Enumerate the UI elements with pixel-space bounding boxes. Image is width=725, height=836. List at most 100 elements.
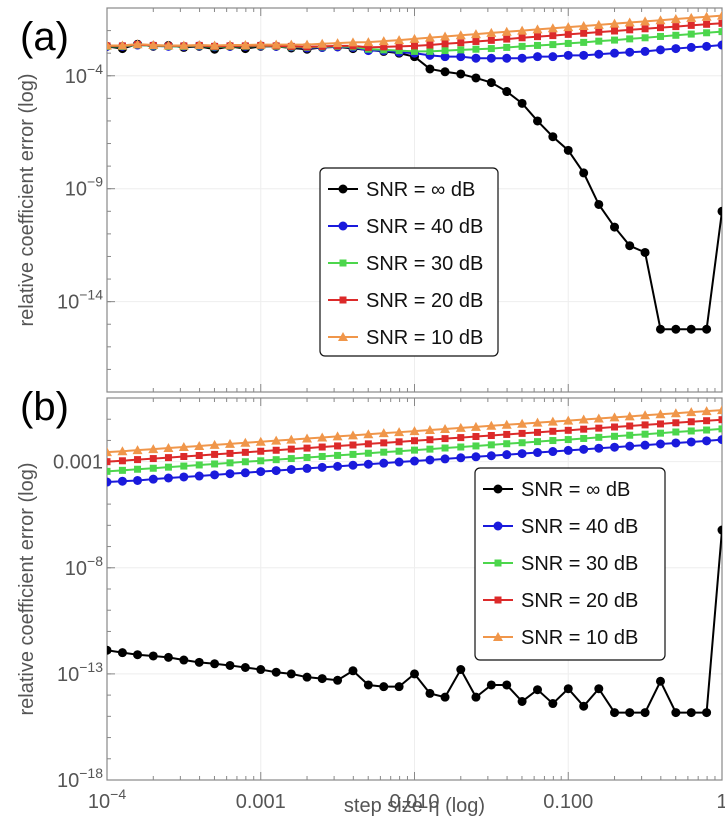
data-point — [303, 444, 311, 452]
data-point — [426, 47, 434, 55]
data-point — [593, 19, 604, 29]
data-point — [394, 682, 404, 692]
data-point — [517, 98, 527, 108]
data-point — [395, 438, 403, 446]
series-snr-20-db — [107, 416, 722, 466]
data-point — [134, 465, 142, 473]
data-point — [107, 447, 112, 457]
data-point — [470, 421, 481, 431]
data-point — [686, 42, 696, 52]
data-point — [117, 40, 128, 50]
legend-label: SNR = 30 dB — [366, 253, 483, 275]
data-point — [594, 199, 604, 209]
data-point — [272, 456, 280, 464]
data-point — [518, 439, 526, 447]
data-point — [163, 473, 173, 483]
y-tick-label: 10−4 — [65, 61, 103, 88]
legend-marker — [493, 484, 503, 494]
data-point — [610, 222, 620, 232]
data-point — [548, 699, 558, 709]
data-point — [456, 665, 466, 675]
legend-label: SNR = 20 dB — [521, 590, 638, 612]
data-point — [424, 32, 435, 42]
data-point — [701, 406, 712, 416]
data-point — [117, 446, 128, 456]
data-point — [380, 439, 388, 447]
data-point — [656, 429, 664, 437]
series-snr-10-db — [107, 10, 722, 50]
data-point — [457, 443, 465, 451]
data-point — [625, 241, 635, 251]
data-point — [472, 37, 480, 45]
data-point — [609, 18, 620, 28]
data-point — [486, 680, 496, 690]
data-point — [225, 40, 236, 50]
data-point — [533, 52, 543, 62]
data-point — [226, 449, 234, 457]
data-point — [534, 438, 542, 446]
data-point — [640, 16, 651, 26]
legend-label: SNR = 30 dB — [521, 553, 638, 575]
legend-marker — [493, 521, 503, 531]
data-point — [194, 471, 204, 481]
data-point — [471, 452, 481, 462]
data-point — [148, 40, 159, 50]
data-point — [655, 439, 665, 449]
data-point — [107, 467, 111, 475]
data-point — [211, 450, 219, 458]
data-point — [394, 35, 405, 45]
data-point — [107, 477, 112, 487]
data-point — [534, 428, 542, 436]
data-point — [486, 451, 496, 461]
legend-label: SNR = ∞ dB — [521, 479, 630, 501]
data-point — [118, 466, 126, 474]
data-point — [595, 37, 603, 45]
series-group — [107, 405, 722, 718]
data-point — [240, 40, 251, 50]
data-point — [241, 448, 249, 456]
data-point — [548, 447, 558, 457]
data-point — [564, 426, 572, 434]
data-point — [440, 424, 451, 434]
data-point — [503, 440, 511, 448]
data-point — [501, 26, 512, 36]
y-tick-label: 0.001 — [53, 452, 103, 474]
data-point — [580, 434, 588, 442]
data-point — [717, 206, 722, 216]
data-point — [440, 52, 450, 62]
data-point — [425, 455, 435, 465]
data-point — [302, 672, 312, 682]
legend-marker — [338, 332, 348, 341]
data-point — [578, 414, 589, 424]
data-point — [457, 46, 465, 54]
data-point — [594, 684, 604, 694]
data-point — [532, 24, 543, 34]
data-point — [363, 37, 374, 47]
data-point — [317, 462, 327, 472]
data-point — [118, 457, 126, 465]
data-point — [717, 525, 722, 535]
data-point — [180, 453, 188, 461]
data-point — [379, 458, 389, 468]
data-point — [517, 53, 527, 63]
data-point — [287, 445, 295, 453]
data-point — [580, 425, 588, 433]
data-point — [564, 436, 572, 444]
data-point — [441, 40, 449, 48]
data-point — [179, 472, 189, 482]
data-point — [470, 29, 481, 39]
data-point — [456, 52, 466, 62]
y-tick-label: 10−13 — [57, 659, 103, 686]
data-point — [703, 426, 711, 434]
legend: SNR = ∞ dB SNR = 40 dB SNR = 30 dB SNR = 20… — [319, 167, 499, 357]
data-point — [471, 73, 481, 83]
data-point — [503, 43, 511, 51]
data-point — [363, 459, 373, 469]
data-point — [271, 466, 281, 476]
data-point — [348, 460, 358, 470]
data-point — [455, 422, 466, 432]
tick-marks — [106, 397, 716, 781]
x-tick-label: 0.001 — [236, 791, 286, 813]
data-point — [332, 38, 343, 48]
data-point — [610, 708, 620, 718]
